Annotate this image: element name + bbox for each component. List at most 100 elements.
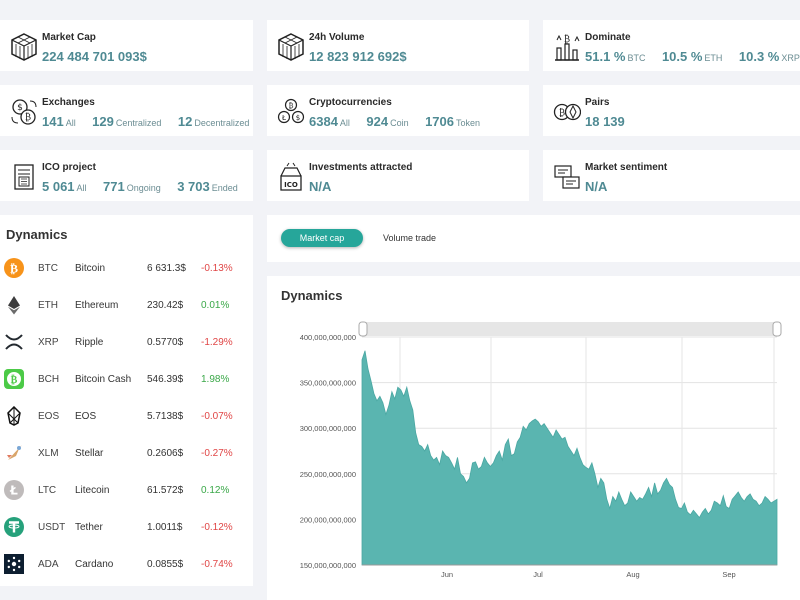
eos-icon: [7, 406, 21, 426]
svg-text:₿: ₿: [25, 112, 31, 123]
pairs-value: 18 139: [585, 114, 625, 129]
svg-text:₿: ₿: [559, 108, 565, 119]
coin-row[interactable]: XLM Stellar 0.2606$ -0.27%: [0, 434, 254, 471]
crypto-token-unit: Token: [455, 118, 481, 128]
ripple-icon: [5, 334, 23, 350]
coin-price: 61.572$: [147, 485, 184, 496]
coin-name: Stellar: [75, 448, 104, 459]
y-tick-label: 200,000,000,000: [300, 515, 356, 524]
investments-card: ICO Investments attracted N/A: [267, 150, 529, 201]
coin-symbol: EOS: [38, 411, 60, 422]
ico-ongoing-unit: Ongoing: [126, 183, 161, 193]
coin-row[interactable]: XRP Ripple 0.5770$ -1.29%: [0, 323, 254, 360]
y-tick-label: 300,000,000,000: [300, 424, 356, 433]
coin-symbol: BTC: [38, 263, 58, 274]
coin-name: EOS: [75, 411, 97, 422]
range-navigator-track[interactable]: [363, 322, 777, 336]
coin-price: 0.0855$: [147, 559, 184, 570]
exchanges-decentralized-unit: Decentralized: [194, 118, 250, 128]
y-tick-label: 400,000,000,000: [300, 333, 356, 342]
dominate-eth-unit: ETH: [704, 53, 723, 63]
coin-row[interactable]: ADA Cardano 0.0855$ -0.74%: [0, 545, 254, 582]
coin-name: Cardano: [75, 559, 114, 570]
coin-name: Ripple: [75, 337, 104, 348]
crypto-all-value: 6384: [309, 114, 338, 129]
exchange-icon: $ ₿: [11, 99, 37, 125]
coin-row[interactable]: ETH Ethereum 230.42$ 0.01%: [0, 286, 254, 323]
dominate-eth-value: 10.5 %: [661, 49, 703, 64]
dynamics-list-title: Dynamics: [6, 227, 68, 242]
x-tick-label: Sep: [722, 570, 735, 579]
coin-change: -0.12%: [201, 522, 233, 533]
dominate-btc-unit: BTC: [627, 53, 646, 63]
ico-title: ICO project: [42, 162, 96, 173]
svg-text:₿: ₿: [11, 374, 18, 386]
exchanges-title: Exchanges: [42, 97, 95, 108]
coin-row[interactable]: EOS EOS 5.7138$ -0.07%: [0, 397, 254, 434]
volume-card: 24h Volume 12 823 912 692$: [267, 20, 529, 71]
coin-row[interactable]: Ł LTC Litecoin 61.572$ 0.12%: [0, 471, 254, 508]
coin-price: 546.39$: [147, 374, 184, 385]
coin-symbol: XRP: [38, 337, 59, 348]
ico-ended-unit: Ended: [211, 183, 238, 193]
coin-symbol: LTC: [38, 485, 57, 496]
coin-change: -0.74%: [201, 559, 233, 570]
range-navigator-handle-left[interactable]: [358, 321, 368, 337]
coin-symbol: USDT: [38, 522, 66, 533]
coin-name: Tether: [75, 522, 103, 533]
litecoin-icon: Ł: [4, 480, 24, 500]
dominate-btc-value: 51.1 %: [585, 49, 626, 64]
coin-change: 0.12%: [201, 485, 230, 496]
chart-tabs-bar: Market cap Volume trade: [267, 215, 800, 262]
x-tick-label: Aug: [626, 570, 639, 579]
range-navigator-handle-right[interactable]: [772, 321, 782, 337]
ico-ongoing-value: 771: [103, 179, 125, 194]
tether-icon: [4, 517, 24, 537]
tab-volume-trade[interactable]: Volume trade: [383, 233, 437, 243]
exchanges-all-unit: All: [65, 118, 76, 128]
coin-row[interactable]: ₿ BTC Bitcoin 6 631.3$ -0.13%: [0, 249, 254, 286]
chart-panel: Dynamics 150,000,000,000 200,000,000,000 2…: [267, 276, 800, 600]
cube-icon: [11, 33, 37, 61]
coin-change: -1.29%: [201, 337, 233, 348]
market-cap-area-series[interactable]: [361, 350, 778, 566]
coin-price: 230.42$: [147, 300, 184, 311]
tab-market-cap[interactable]: Market cap: [281, 229, 363, 247]
market-cap-chart[interactable]: 150,000,000,000 200,000,000,000 250,000,00…: [267, 276, 800, 600]
market-cap-title: Market Cap: [42, 32, 96, 43]
ico-chest-icon: ICO: [280, 162, 302, 191]
cryptocurrencies-card: ₿ Ł $ Cryptocurrencies 6384 All 924 Coin 1…: [267, 85, 529, 136]
stellar-icon: [7, 445, 22, 460]
x-tick-label: Jun: [441, 570, 453, 579]
coin-row[interactable]: USDT Tether 1.0011$ -0.12%: [0, 508, 254, 545]
coin-price: 5.7138$: [147, 411, 184, 422]
chart-title: Dynamics: [281, 288, 343, 303]
bitcoin-icon: ₿: [4, 258, 24, 278]
investments-title: Investments attracted: [309, 162, 413, 173]
coin-symbol: ETH: [38, 300, 58, 311]
cardano-icon: [4, 554, 24, 574]
dominate-xrp-value: 10.3 %: [738, 49, 780, 64]
crypto-token-value: 1706: [425, 114, 454, 129]
ico-ended-value: 3 703: [177, 179, 210, 194]
pairs-card: ₿ Pairs 18 139: [543, 85, 800, 136]
coin-change: -0.13%: [201, 263, 233, 274]
cryptocurrencies-title: Cryptocurrencies: [309, 97, 392, 108]
exchanges-centralized-unit: Centralized: [115, 118, 162, 128]
ico-all-value: 5 061: [42, 179, 75, 194]
svg-text:₿: ₿: [10, 262, 18, 276]
coin-change: 1.98%: [201, 374, 230, 385]
coin-price: 0.5770$: [147, 337, 184, 348]
volume-value: 12 823 912 692$: [309, 49, 407, 64]
coin-row[interactable]: ₿ BCH Bitcoin Cash 546.39$ 1.98%: [0, 360, 254, 397]
crypto-coin-unit: Coin: [390, 118, 409, 128]
ico-document-icon: [14, 164, 34, 190]
sentiment-value: N/A: [585, 179, 608, 194]
crypto-coin-value: 924: [366, 114, 389, 129]
ico-card: ICO project 5 061 All 771 Ongoing 3 703 End…: [0, 150, 253, 201]
dynamics-list-panel: Dynamics ₿ BTC Bitcoin 6 631.3$ -0.13% E…: [0, 215, 253, 586]
y-tick-label: 150,000,000,000: [300, 561, 356, 570]
volume-title: 24h Volume: [309, 32, 365, 43]
y-tick-label: 350,000,000,000: [300, 379, 356, 388]
pairs-title: Pairs: [585, 97, 610, 108]
